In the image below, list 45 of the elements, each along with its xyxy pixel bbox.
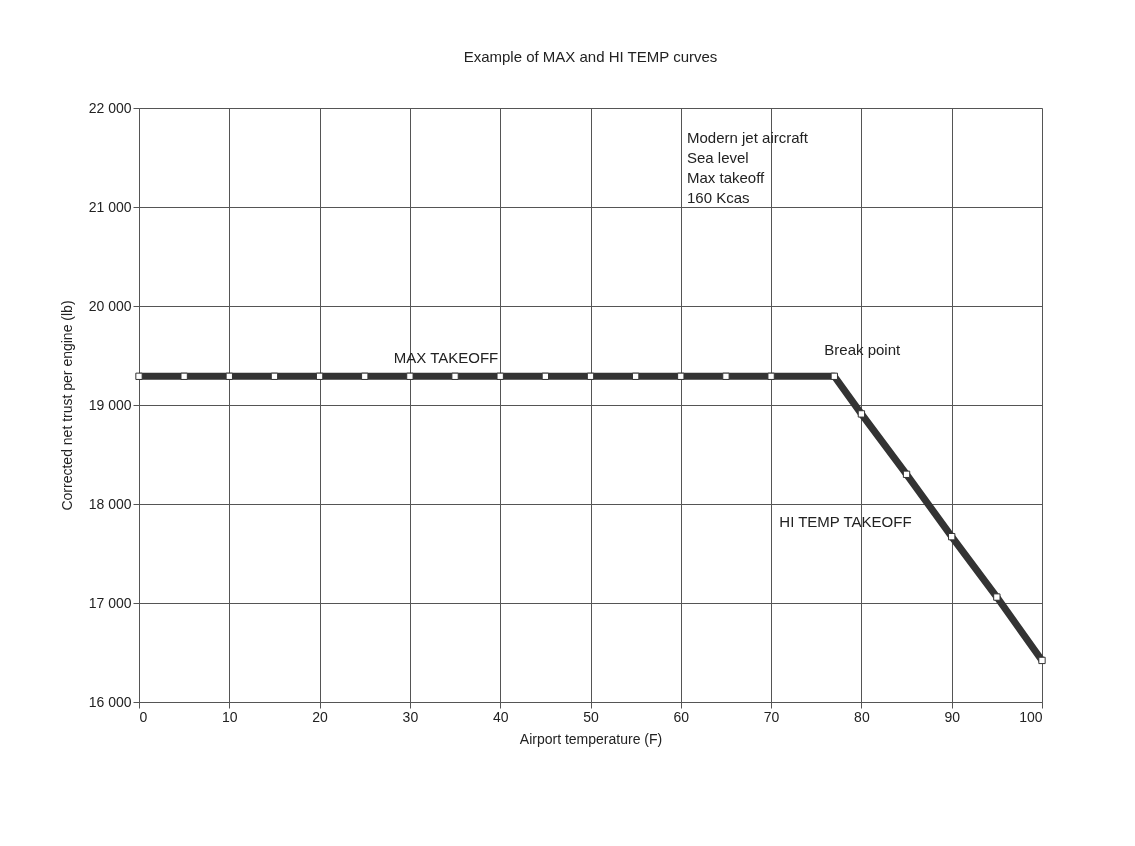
- point: [677, 372, 685, 380]
- y-axis-title: Corrected net trust per engine (lb): [58, 300, 75, 511]
- x-tick-label: 10: [222, 708, 238, 725]
- annotation: Max takeoff: [687, 169, 766, 186]
- point: [1038, 656, 1046, 665]
- point: [902, 470, 911, 478]
- point: [496, 372, 504, 380]
- point: [993, 593, 1001, 601]
- x-tick-label: 30: [402, 708, 419, 725]
- y-tick-label: 16 000: [88, 693, 132, 710]
- x-axis-title: Airport temperature (F): [519, 730, 663, 747]
- point: [451, 372, 459, 380]
- y-tick-label: 21 000: [88, 198, 132, 215]
- point: [586, 372, 595, 380]
- x-tick-label: 100: [1019, 708, 1043, 725]
- annotation: 160 Kcas: [687, 189, 750, 206]
- point: [406, 372, 414, 380]
- y-tick-label: 18 000: [88, 495, 132, 512]
- point: [722, 372, 730, 380]
- point: [225, 372, 233, 380]
- x-tick-label: 90: [944, 708, 961, 725]
- point: [631, 372, 640, 380]
- point: [767, 372, 775, 380]
- y-tick-label: 17 000: [88, 594, 132, 611]
- point: [180, 372, 188, 380]
- x-tick-label: 60: [673, 708, 690, 725]
- annotation: Sea level: [687, 149, 749, 166]
- point: [541, 372, 550, 380]
- point: [857, 410, 866, 418]
- point: [135, 372, 143, 380]
- chart-title: Example of MAX and HI TEMP curves: [463, 48, 718, 65]
- x-tick-label: 40: [492, 708, 509, 725]
- point: [948, 533, 956, 541]
- point: [361, 372, 369, 380]
- x-tick-label: 70: [763, 708, 780, 725]
- point: [270, 372, 279, 380]
- y-tick-label: 20 000: [88, 297, 132, 314]
- point: [830, 372, 838, 380]
- point: [315, 372, 324, 380]
- x-tick-label: 80: [854, 708, 870, 725]
- y-tick-label: 22 000: [88, 99, 132, 116]
- y-tick-label: 19 000: [88, 396, 132, 413]
- x-tick-label: 50: [583, 708, 599, 725]
- x-tick-label: 0: [139, 708, 148, 725]
- x-tick-label: 20: [312, 708, 329, 725]
